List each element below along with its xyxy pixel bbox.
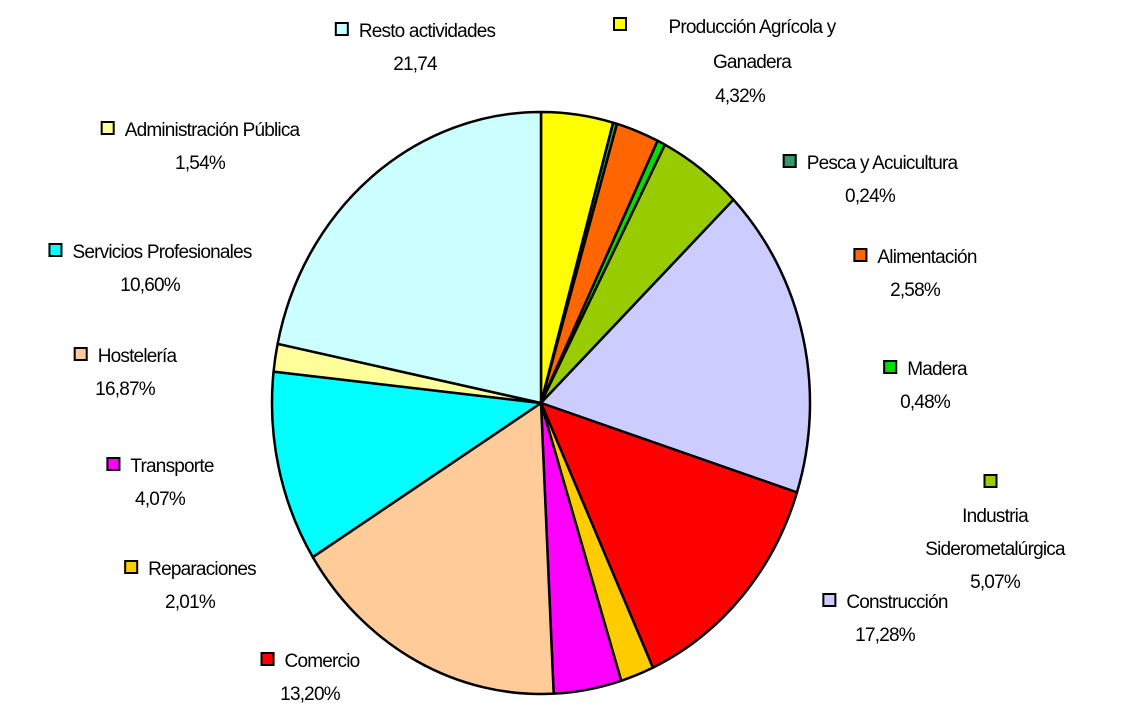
slice-label: Servicios Profesionales 10,60%: [48, 236, 252, 302]
value-label: 10,60%: [120, 275, 180, 296]
value-label: 4,07%: [135, 489, 186, 510]
legend-swatch: [48, 243, 63, 257]
value-label: 5,07%: [970, 572, 1021, 593]
legend-swatch: [883, 360, 898, 374]
slice-label: Comercio 13,20%: [260, 645, 361, 709]
label-name: Madera: [907, 359, 967, 380]
legend-swatch: [106, 457, 121, 471]
legend-swatch: [983, 474, 997, 488]
slice-label: Pesca y Acuicultura 0,24%: [782, 147, 958, 213]
slice-label: Administración Pública 1,54%: [100, 114, 300, 180]
slice-label: Construcción 17,28%: [822, 586, 948, 652]
label-name: Servicios Profesionales: [72, 242, 252, 263]
slice-label: Reparaciones 2,01%: [124, 553, 257, 619]
legend-swatch: [782, 154, 797, 168]
value-label: 1,54%: [175, 153, 226, 174]
label-name: Resto actividades: [358, 21, 496, 42]
value-label: 13,20%: [280, 684, 340, 705]
label-name: Pesca y Acuicultura: [806, 153, 958, 174]
legend-swatch: [100, 121, 115, 135]
slice-label: Transporte 4,07%: [106, 450, 214, 516]
label-name: Construcción: [846, 592, 948, 613]
slice-label: Alimentación 2,58%: [853, 241, 977, 307]
label-name: Reparaciones: [148, 559, 256, 580]
value-label: 21,74: [393, 54, 437, 75]
legend-swatch: [334, 22, 349, 36]
slice-label: Madera 0,48%: [883, 353, 968, 419]
pie-slice: [539, 401, 799, 669]
label-name: Transporte: [130, 456, 214, 477]
value-label: 0,24%: [845, 186, 896, 207]
slice-label: Industria Siderometalúrgica 5,07%: [920, 467, 1071, 599]
pie-slice: [270, 370, 543, 559]
legend-swatch: [613, 17, 627, 31]
label-name: Industria Siderometalúrgica: [925, 506, 1065, 560]
label-name: Hostelería: [97, 346, 177, 367]
slice-label: Producción Agrícola y Ganadera 4,32%: [613, 10, 867, 113]
value-label: 16,87%: [95, 379, 155, 400]
value-label: 4,32%: [715, 86, 766, 107]
value-label: 2,01%: [165, 592, 216, 613]
legend-swatch: [124, 560, 139, 574]
legend-swatch: [853, 248, 868, 262]
slice-label: Hostelería 16,87%: [73, 340, 177, 406]
label-name: Comercio: [284, 651, 361, 672]
value-label: 0,48%: [900, 392, 951, 413]
value-label: 2,58%: [890, 280, 941, 301]
slice-label: Resto actividades 21,74: [334, 15, 496, 81]
label-name: Producción Agrícola y Ganadera: [668, 17, 837, 73]
pie-slice: [311, 401, 555, 696]
value-label: 17,28%: [855, 625, 915, 646]
pie-slice: [539, 198, 812, 494]
label-name: Alimentación: [877, 247, 977, 268]
pie-slice: [276, 110, 543, 405]
legend-swatch: [73, 347, 88, 361]
legend-swatch: [260, 652, 275, 666]
label-name: Administración Pública: [124, 120, 300, 141]
legend-swatch: [822, 593, 837, 607]
